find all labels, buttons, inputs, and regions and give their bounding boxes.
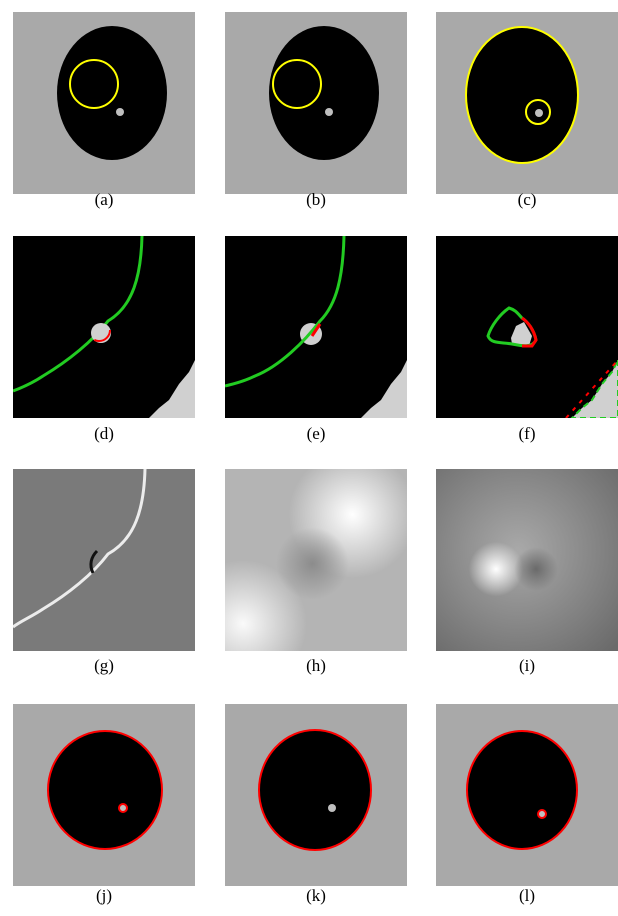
panel-f-image bbox=[436, 236, 618, 418]
panel-g-image bbox=[13, 469, 195, 651]
panel-h-image bbox=[225, 469, 407, 651]
caption-f: (f) bbox=[518, 424, 536, 443]
panel-d-image bbox=[13, 236, 195, 418]
caption-e: (e) bbox=[306, 424, 326, 443]
caption-k: (k) bbox=[306, 886, 326, 905]
panel-a-image bbox=[13, 12, 195, 194]
caption-b: (b) bbox=[306, 190, 326, 209]
panel-l-image bbox=[436, 704, 618, 886]
caption-g: (g) bbox=[94, 656, 114, 675]
caption-i: (i) bbox=[518, 656, 536, 675]
panel-e-image bbox=[225, 236, 407, 418]
caption-a: (a) bbox=[94, 190, 114, 209]
caption-l: (l) bbox=[518, 886, 536, 905]
panel-k-image bbox=[225, 704, 407, 886]
panel-c-image bbox=[436, 12, 618, 194]
panel-i-image bbox=[436, 469, 618, 651]
panel-j-image bbox=[13, 704, 195, 886]
caption-j: (j) bbox=[95, 886, 113, 905]
caption-h: (h) bbox=[306, 656, 326, 675]
caption-d: (d) bbox=[94, 424, 114, 443]
caption-c: (c) bbox=[517, 190, 537, 209]
panel-b-image bbox=[225, 12, 407, 194]
